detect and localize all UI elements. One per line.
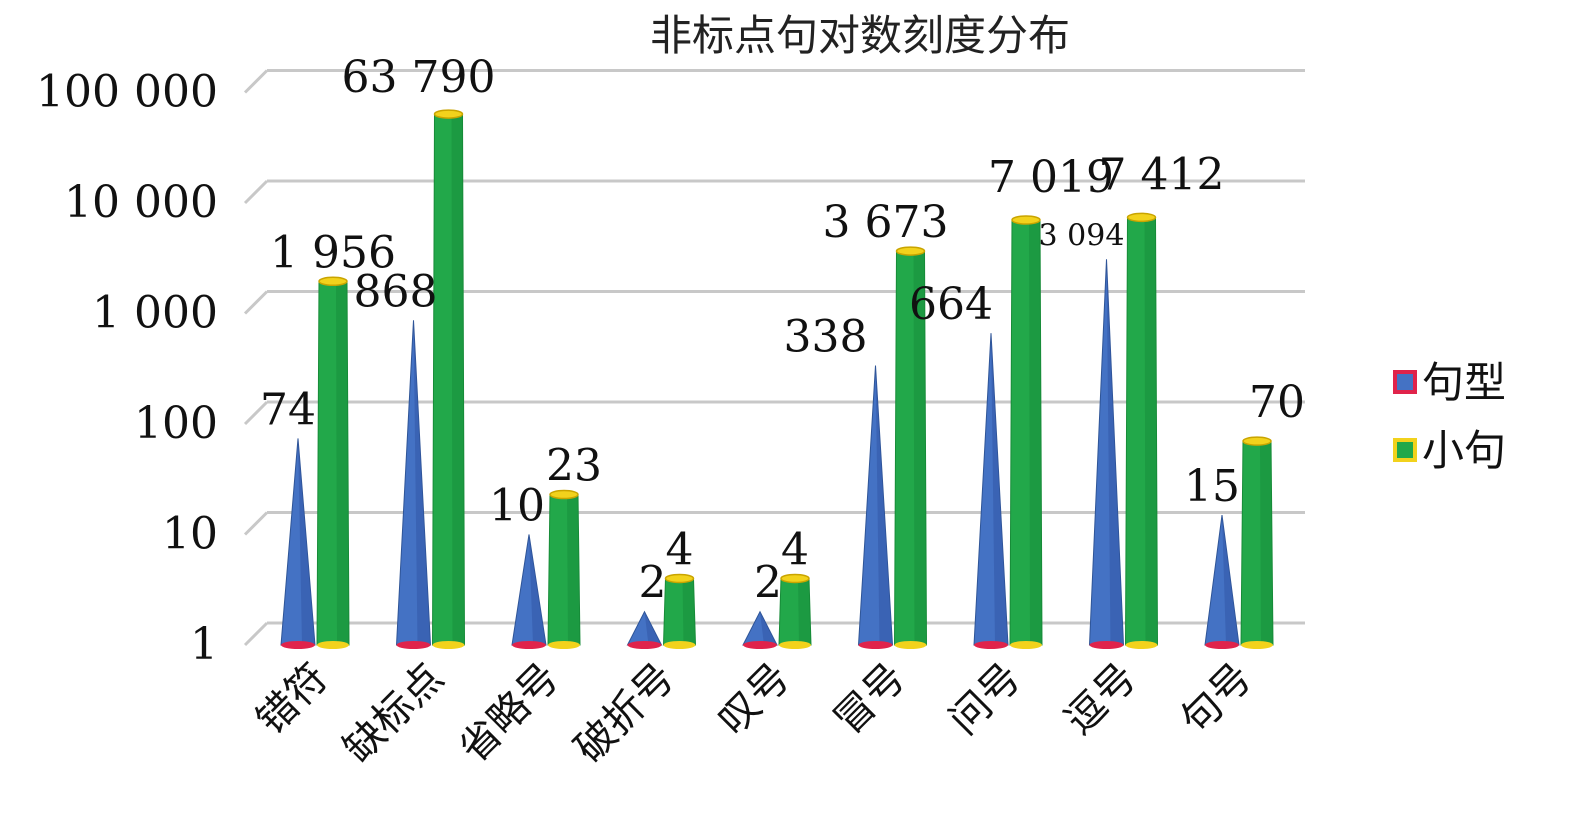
data-label-juxing: 74: [260, 384, 316, 435]
x-category-label: 缺标点: [335, 655, 452, 772]
data-label-juxing: 2: [639, 558, 667, 609]
y-tick-label: 1: [190, 619, 218, 670]
chart-title: 非标点句对数刻度分布: [650, 11, 1070, 60]
y-tick-label: 10 000: [64, 177, 218, 228]
cone-base: [512, 641, 546, 649]
cylinder-bar: [893, 246, 928, 649]
legend-label: 句型: [1422, 358, 1506, 407]
x-category-label: 破折号: [566, 655, 683, 772]
legend-label: 小句: [1422, 426, 1506, 475]
cylinder-base: [894, 641, 927, 649]
x-category-label: 问号: [941, 655, 1030, 744]
cone-bar: [511, 534, 547, 649]
cone-base: [627, 641, 662, 649]
cylinder-bar: [1240, 436, 1274, 649]
data-label-juxing: 338: [784, 312, 868, 363]
gridline-depth: [243, 290, 269, 315]
cylinder-cap: [433, 109, 464, 119]
cone-bar: [1204, 514, 1240, 649]
cylinder-cap: [780, 573, 810, 584]
data-marks: [280, 109, 1274, 649]
cylinder-base: [317, 641, 349, 649]
cone-base: [396, 641, 431, 649]
cylinder-bar: [316, 276, 350, 649]
cone-bar: [1088, 259, 1125, 649]
cone-bar: [395, 320, 432, 649]
gridline-depth: [243, 69, 269, 94]
cylinder-cap: [1126, 212, 1157, 223]
cylinder-base: [1241, 641, 1273, 649]
cone-bar: [742, 610, 778, 649]
cylinder-cap: [549, 489, 579, 500]
x-category-label: 错符: [248, 655, 337, 744]
cone-base: [974, 641, 1008, 649]
cone-base: [1089, 641, 1124, 649]
cylinder-base: [1125, 641, 1158, 649]
cylinder-cap: [664, 573, 695, 584]
cylinder-bar: [431, 109, 466, 649]
cone-bar: [973, 333, 1009, 649]
data-label-juxing: 868: [354, 266, 438, 317]
legend-swatch: [1393, 438, 1417, 462]
cone-base: [1205, 641, 1239, 649]
data-label-xiaoju: 3 673: [823, 197, 949, 248]
cone-base: [281, 641, 315, 649]
legend-item: 句型: [1393, 358, 1506, 407]
data-label-xiaoju: 1 956: [270, 227, 396, 278]
cylinder-bar: [662, 573, 697, 649]
cone-bar: [280, 438, 316, 649]
cylinder-cap: [895, 246, 926, 256]
data-label-juxing: 2: [754, 558, 782, 609]
gridline-depth: [243, 400, 269, 426]
data-label-xiaoju: 7 019: [988, 152, 1114, 203]
cylinder-base: [1010, 641, 1042, 649]
cylinder-bar: [1124, 212, 1159, 649]
x-category-label: 省略号: [451, 655, 568, 772]
gridline-depth: [243, 179, 269, 205]
data-label-juxing: 15: [1184, 461, 1240, 512]
cylinder-base: [779, 641, 811, 649]
y-tick-label: 10: [162, 509, 218, 560]
cylinder-base: [432, 641, 465, 649]
cone-base: [743, 641, 777, 649]
gridline-depth: [243, 621, 269, 647]
cylinder-bar: [547, 489, 581, 649]
cone-bar: [626, 610, 663, 649]
x-category-label: 句号: [1172, 655, 1261, 744]
cone-bar: [857, 365, 894, 649]
data-label-xiaoju: 4: [781, 524, 809, 575]
cylinder-bar: [1009, 215, 1043, 649]
data-label-juxing: 10: [489, 481, 545, 532]
y-tick-label: 100: [134, 398, 218, 449]
legend-item: 小句: [1393, 426, 1506, 475]
cone-base: [858, 641, 893, 649]
x-category-label: 叹号: [710, 655, 799, 744]
gridline-depth: [243, 511, 269, 536]
y-tick-label: 100 000: [36, 67, 218, 118]
data-label-juxing: 3 094: [1039, 218, 1125, 253]
legend-swatch: [1393, 370, 1417, 394]
y-tick-label: 1 000: [92, 288, 218, 339]
cylinder-bar: [778, 573, 812, 649]
cylinder-base: [663, 641, 696, 649]
data-label-xiaoju: 63 790: [342, 52, 496, 103]
cylinder-cap: [1011, 215, 1041, 225]
data-label-xiaoju: 4: [666, 524, 694, 575]
data-label-xiaoju: 23: [546, 441, 602, 492]
cylinder-cap: [1242, 436, 1272, 446]
data-label-juxing: 664: [909, 279, 993, 330]
x-category-label: 冒号: [825, 655, 914, 744]
cylinder-cap: [318, 276, 348, 287]
cylinder-base: [548, 641, 580, 649]
y-axis-ticks: 1 10 100 1 000 10 000 100 000: [36, 67, 218, 671]
data-label-xiaoju: 70: [1249, 377, 1305, 428]
data-label-xiaoju: 7 412: [1099, 149, 1225, 200]
x-category-label: 逗号: [1056, 655, 1145, 744]
